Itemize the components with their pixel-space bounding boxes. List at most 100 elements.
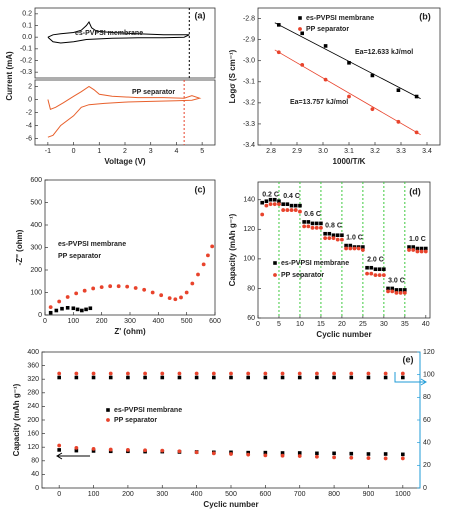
x-axis-label: Cyclic number xyxy=(203,500,258,509)
panel: 2.8 2.9 3.0 3.1 3.2 3.3 3.4 -2.8 -2.9 -3.0 -3.1 -3.… xyxy=(228,7,441,166)
marker-square xyxy=(260,200,264,205)
marker-circle xyxy=(383,371,388,376)
legend-label: PP separator xyxy=(132,89,175,96)
x-tick-label: 20 xyxy=(338,321,346,328)
marker-circle xyxy=(48,305,53,310)
marker-square xyxy=(88,306,93,311)
rate-label: 0.2 C xyxy=(262,192,279,199)
marker-square xyxy=(298,203,302,208)
marker-circle xyxy=(411,248,416,252)
marker-circle xyxy=(327,236,332,241)
y-tick-label: 320 xyxy=(27,376,39,383)
marker-square xyxy=(398,288,403,292)
marker-circle xyxy=(314,225,319,230)
y2-tick-label: 0 xyxy=(423,485,427,492)
marker-circle xyxy=(194,450,199,455)
marker-square xyxy=(229,375,233,380)
y-tick-label: -0.3 xyxy=(20,69,32,76)
marker-circle xyxy=(116,284,121,289)
y-tick-label: 100 xyxy=(30,289,42,296)
y-tick-label: 0 xyxy=(28,96,32,103)
marker-square xyxy=(335,233,340,238)
marker-square xyxy=(280,375,285,380)
marker-circle xyxy=(264,203,269,208)
y-tick-label: 0 xyxy=(35,485,39,492)
marker-circle xyxy=(373,273,378,278)
x-tick-label: 2.8 xyxy=(266,148,276,155)
fit-line xyxy=(274,49,421,136)
marker-circle xyxy=(323,77,328,82)
marker-circle xyxy=(91,447,96,451)
marker-square xyxy=(319,221,323,226)
x-axis-label: 1000/T/K xyxy=(333,157,366,166)
marker-circle xyxy=(331,236,336,241)
marker-square xyxy=(415,246,420,251)
x-tick-label: 700 xyxy=(294,491,306,498)
marker-square xyxy=(349,451,354,456)
marker-square xyxy=(370,73,375,78)
marker-circle xyxy=(298,209,302,214)
annotation: Ea=12.633 kJ/mol xyxy=(355,49,413,56)
x-tick-label: 3 xyxy=(149,148,153,155)
marker-circle xyxy=(297,371,302,376)
y-tick-label: 280 xyxy=(27,390,39,397)
marker-circle xyxy=(273,273,277,277)
marker-circle xyxy=(276,50,281,55)
marker-circle xyxy=(349,371,354,376)
marker-circle xyxy=(57,299,62,304)
y-tick-label: -3.1 xyxy=(243,79,255,86)
marker-square xyxy=(126,375,130,380)
legend-label: PP separator xyxy=(114,417,157,424)
marker-circle xyxy=(289,208,294,212)
marker-square xyxy=(394,288,399,292)
x-tick-label: 100 xyxy=(67,318,79,325)
marker-circle xyxy=(400,371,405,376)
marker-square xyxy=(315,375,319,380)
marker-square xyxy=(390,286,395,291)
legend-label: PP separator xyxy=(281,272,324,279)
right-arrow xyxy=(394,372,427,386)
legend-label: es-PVPSI membrane xyxy=(75,30,143,37)
x-tick-label: 25 xyxy=(359,321,367,328)
marker-circle xyxy=(323,236,328,241)
marker-square xyxy=(297,451,302,455)
marker-circle xyxy=(344,246,348,251)
marker-circle xyxy=(57,443,62,448)
x-tick-label: 3.3 xyxy=(396,148,406,155)
marker-square xyxy=(246,450,250,455)
marker-square xyxy=(75,307,80,312)
marker-square xyxy=(74,448,79,453)
marker-circle xyxy=(396,119,401,124)
rate-label: 0.6 C xyxy=(304,211,321,218)
marker-square xyxy=(383,452,388,456)
marker-circle xyxy=(194,371,199,376)
marker-circle xyxy=(211,451,216,456)
rate-label: 1.0 C xyxy=(346,234,363,241)
marker-circle xyxy=(108,371,113,376)
marker-circle xyxy=(177,449,182,454)
y-tick-label: -3.2 xyxy=(243,100,255,107)
marker-square xyxy=(263,375,268,380)
marker-square xyxy=(377,267,382,272)
y-tick-label: -4 xyxy=(26,122,32,129)
marker-circle xyxy=(349,455,354,460)
marker-square xyxy=(91,449,96,453)
y-tick-label: 500 xyxy=(30,199,42,206)
marker-square xyxy=(57,448,61,452)
rate-label: 0.4 C xyxy=(283,193,300,200)
marker-circle xyxy=(369,271,374,276)
y-tick-label: -3.0 xyxy=(243,58,255,65)
legend-label: es-PVPSI membrane xyxy=(58,241,126,248)
y-tick-label: -2 xyxy=(26,109,32,116)
marker-circle xyxy=(281,208,286,212)
panel: 0.2 0.1 0.0 -0.1 -0.2 -0.3 Current (mA) (a) es-P… xyxy=(5,7,216,101)
y-tick-label: 2 xyxy=(28,83,32,90)
x-tick-label: 300 xyxy=(124,318,136,325)
marker-square xyxy=(48,310,53,315)
marker-square xyxy=(314,221,319,226)
y-tick-label: -2.9 xyxy=(243,36,255,43)
x-axis-label: Voltage (V) xyxy=(104,157,146,166)
marker-square xyxy=(277,199,281,204)
marker-circle xyxy=(423,249,428,254)
marker-square xyxy=(407,245,411,249)
